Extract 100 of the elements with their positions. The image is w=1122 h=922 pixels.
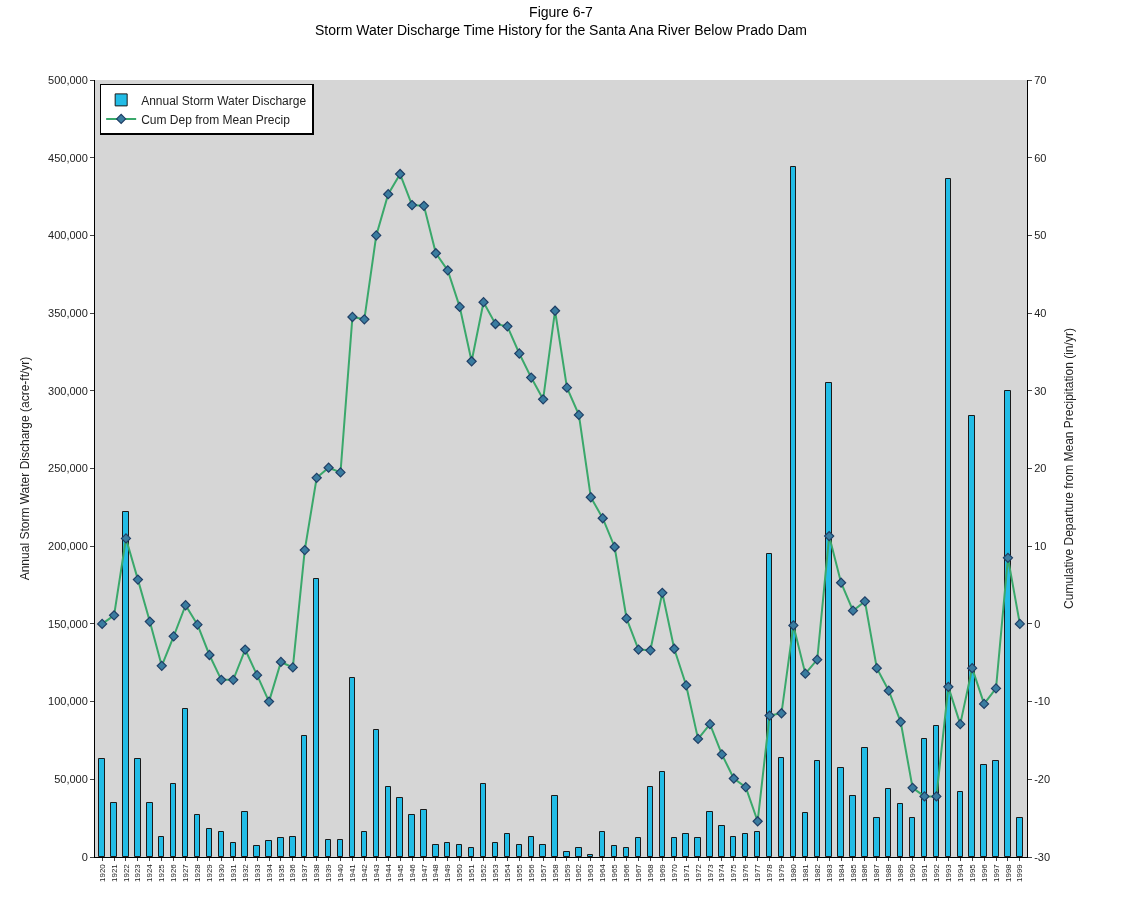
x-tick-label: 1982 xyxy=(812,863,822,882)
x-tick-label: 1992 xyxy=(932,863,942,882)
y-tick-label: 100,000 xyxy=(48,695,88,708)
bar xyxy=(408,814,415,857)
bar xyxy=(659,771,665,857)
x-tick-label: 1959 xyxy=(562,863,572,882)
x-tick-label: 1927 xyxy=(181,863,191,882)
bar xyxy=(861,747,868,857)
x-tick-label: 1932 xyxy=(240,863,250,882)
x-tick-label: 1926 xyxy=(169,863,179,882)
y-tick-label: 450,000 xyxy=(48,151,88,164)
x-tick-label: 1935 xyxy=(276,863,286,882)
y-tick-label: 350,000 xyxy=(48,306,88,319)
x-tick-label: 1920 xyxy=(97,863,107,882)
x-tick-label: 1985 xyxy=(848,863,858,882)
bar xyxy=(611,845,617,857)
bar xyxy=(575,847,582,857)
bar xyxy=(873,817,880,857)
bar xyxy=(373,729,379,857)
x-tick-label: 1940 xyxy=(336,863,346,882)
bar xyxy=(754,831,760,857)
y2-tick-label: 10 xyxy=(1034,540,1047,553)
y2-axis-title: Cumulative Departure from Mean Precipitation (in/yr) xyxy=(1062,328,1077,609)
y-tick-label: 300,000 xyxy=(48,384,88,397)
bar xyxy=(480,783,486,857)
x-tick-label: 1974 xyxy=(717,863,727,882)
bar xyxy=(301,735,307,857)
x-tick-label: 1948 xyxy=(431,863,441,882)
x-tick-label: 1957 xyxy=(538,863,548,882)
bar xyxy=(802,812,808,857)
legend-label: Annual Storm Water Discharge xyxy=(141,93,307,108)
y-tick-label: 150,000 xyxy=(48,617,88,630)
x-tick-label: 1963 xyxy=(586,863,596,882)
x-tick-label: 1929 xyxy=(205,863,215,882)
bar xyxy=(158,836,164,857)
bar xyxy=(230,842,236,857)
y-tick-label: 250,000 xyxy=(48,462,88,475)
x-tick-label: 1953 xyxy=(491,863,501,882)
y-tick-label: 500,000 xyxy=(48,73,88,86)
bar xyxy=(516,844,522,857)
bar xyxy=(194,814,200,857)
x-tick-label: 1964 xyxy=(598,863,608,882)
x-tick-label: 1972 xyxy=(693,863,703,882)
y-tick-label: 200,000 xyxy=(48,540,88,553)
bar xyxy=(623,847,629,857)
x-tick-label: 1937 xyxy=(300,863,310,882)
bar xyxy=(706,811,713,857)
x-tick-label: 1965 xyxy=(610,863,620,882)
bar xyxy=(456,844,462,857)
bar xyxy=(504,833,510,857)
x-tick-label: 1958 xyxy=(550,863,560,882)
x-tick-label: 1945 xyxy=(395,863,405,882)
bar xyxy=(957,791,963,857)
x-tick-label: 1941 xyxy=(348,863,358,882)
bar xyxy=(1016,817,1023,857)
bar xyxy=(563,851,570,857)
x-tick-label: 1994 xyxy=(955,863,965,882)
bar xyxy=(385,786,391,857)
bar xyxy=(361,831,367,857)
x-tick-label: 1971 xyxy=(681,863,691,882)
x-tick-label: 1990 xyxy=(908,863,918,882)
bar xyxy=(277,837,284,857)
bar xyxy=(241,811,248,857)
bar xyxy=(146,802,153,857)
bar xyxy=(587,854,593,857)
bar xyxy=(980,764,987,857)
y2-tick-label: 40 xyxy=(1034,306,1047,319)
x-tick-label: 1995 xyxy=(967,863,977,882)
x-tick-label: 1991 xyxy=(920,863,930,882)
x-tick-label: 1943 xyxy=(371,863,381,882)
x-tick-label: 1923 xyxy=(133,863,143,882)
x-tick-label: 1988 xyxy=(884,863,894,882)
bar xyxy=(671,837,677,857)
x-tick-label: 1993 xyxy=(943,863,953,882)
bar xyxy=(814,760,820,857)
chart-title: Figure 6-7 xyxy=(529,3,594,20)
bar xyxy=(337,839,343,857)
x-tick-label: 1924 xyxy=(145,863,155,882)
bar xyxy=(885,788,891,857)
x-tick-label: 1938 xyxy=(312,863,322,882)
bar xyxy=(909,817,915,857)
x-tick-label: 1967 xyxy=(634,863,644,882)
bar xyxy=(837,767,844,857)
bar xyxy=(647,786,653,857)
bar xyxy=(206,828,212,857)
bar xyxy=(432,844,439,857)
y2-tick-label: 70 xyxy=(1034,73,1047,86)
x-tick-label: 1928 xyxy=(193,863,203,882)
x-tick-label: 1955 xyxy=(514,863,524,882)
x-tick-label: 1936 xyxy=(288,863,298,882)
bar xyxy=(313,578,319,857)
x-tick-label: 1983 xyxy=(824,863,834,882)
bar xyxy=(730,836,736,857)
bar xyxy=(349,677,355,857)
y2-tick-label: -20 xyxy=(1034,773,1051,786)
x-tick-label: 1980 xyxy=(789,863,798,882)
y2-tick-label: 30 xyxy=(1034,384,1047,397)
x-tick-label: 1956 xyxy=(526,863,536,882)
x-tick-label: 1947 xyxy=(419,863,429,882)
y2-tick-label: -30 xyxy=(1034,850,1051,863)
